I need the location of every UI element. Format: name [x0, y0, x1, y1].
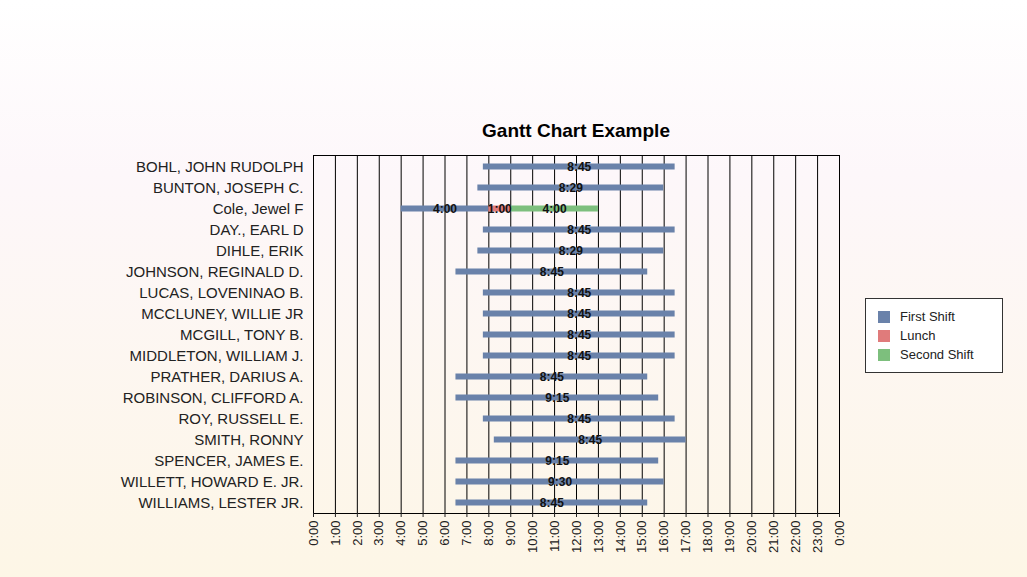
svg-text:10:00: 10:00	[525, 521, 540, 554]
svg-text:8:00: 8:00	[481, 521, 496, 546]
svg-text:MCGILL, TONY B.: MCGILL, TONY B.	[180, 326, 303, 343]
svg-text:9:15: 9:15	[545, 391, 569, 405]
svg-text:8:45: 8:45	[567, 286, 591, 300]
svg-text:17:00: 17:00	[678, 521, 693, 554]
svg-text:23:00: 23:00	[810, 521, 825, 554]
svg-text:Cole, Jewel F: Cole, Jewel F	[213, 200, 304, 217]
svg-text:8:45: 8:45	[540, 496, 564, 510]
svg-text:4:00: 4:00	[393, 521, 408, 546]
svg-text:PRATHER, DARIUS A.: PRATHER, DARIUS A.	[150, 368, 303, 385]
svg-text:9:00: 9:00	[503, 521, 518, 546]
svg-text:8:45: 8:45	[578, 433, 602, 447]
svg-text:8:45: 8:45	[567, 160, 591, 174]
svg-text:18:00: 18:00	[700, 521, 715, 554]
svg-text:8:29: 8:29	[559, 244, 583, 258]
svg-text:8:45: 8:45	[567, 349, 591, 363]
svg-text:4:00: 4:00	[433, 202, 457, 216]
svg-text:BUNTON, JOSEPH C.: BUNTON, JOSEPH C.	[153, 179, 304, 196]
svg-text:SPENCER, JAMES E.: SPENCER, JAMES E.	[154, 452, 303, 469]
svg-text:15:00: 15:00	[634, 521, 649, 554]
svg-text:9:30: 9:30	[548, 475, 572, 489]
svg-text:ROBINSON, CLIFFORD A.: ROBINSON, CLIFFORD A.	[123, 389, 304, 406]
svg-text:LUCAS, LOVENINAO B.: LUCAS, LOVENINAO B.	[139, 284, 303, 301]
svg-text:21:00: 21:00	[766, 521, 781, 554]
svg-text:8:45: 8:45	[567, 412, 591, 426]
svg-text:20:00: 20:00	[744, 521, 759, 554]
svg-text:WILLETT, HOWARD E. JR.: WILLETT, HOWARD E. JR.	[121, 473, 304, 490]
svg-text:19:00: 19:00	[722, 521, 737, 554]
html-text:First Shift: First Shift	[900, 309, 955, 324]
svg-text:JOHNSON, REGINALD D.: JOHNSON, REGINALD D.	[126, 263, 304, 280]
svg-text:1:00: 1:00	[488, 202, 512, 216]
svg-text:SMITH, RONNY: SMITH, RONNY	[194, 431, 303, 448]
svg-text:MIDDLETON, WILLIAM J.: MIDDLETON, WILLIAM J.	[130, 347, 304, 364]
svg-text:8:45: 8:45	[567, 307, 591, 321]
svg-text:12:00: 12:00	[569, 521, 584, 554]
svg-text:BOHL, JOHN RUDOLPH: BOHL, JOHN RUDOLPH	[136, 158, 304, 175]
svg-text:9:15: 9:15	[545, 454, 569, 468]
svg-text:1:00: 1:00	[328, 521, 343, 546]
svg-text:8:45: 8:45	[540, 265, 564, 279]
svg-text:2:00: 2:00	[349, 521, 364, 546]
svg-text:ROY, RUSSELL E.: ROY, RUSSELL E.	[178, 410, 303, 427]
svg-text:DIHLE, ERIK: DIHLE, ERIK	[216, 242, 304, 259]
svg-text:8:29: 8:29	[559, 181, 583, 195]
svg-text:0:00: 0:00	[306, 521, 321, 546]
svg-text:8:45: 8:45	[540, 370, 564, 384]
svg-text:8:45: 8:45	[567, 223, 591, 237]
svg-text:22:00: 22:00	[788, 521, 803, 554]
svg-text:14:00: 14:00	[612, 521, 627, 554]
html-text:Second Shift: Second Shift	[900, 347, 974, 362]
svg-text:6:00: 6:00	[437, 521, 452, 546]
html-text:Lunch: Lunch	[900, 328, 936, 343]
svg-text:4:00: 4:00	[543, 202, 567, 216]
svg-text:13:00: 13:00	[591, 521, 606, 554]
html-text:Gantt Chart Example: Gantt Chart Example	[482, 120, 670, 141]
svg-text:8:45: 8:45	[567, 328, 591, 342]
svg-text:0:00: 0:00	[832, 521, 847, 546]
svg-text:5:00: 5:00	[415, 521, 430, 546]
svg-text:3:00: 3:00	[371, 521, 386, 546]
svg-text:DAY., EARL D: DAY., EARL D	[210, 221, 304, 238]
svg-text:11:00: 11:00	[547, 521, 562, 553]
svg-text:MCCLUNEY, WILLIE JR: MCCLUNEY, WILLIE JR	[141, 305, 303, 322]
svg-text:7:00: 7:00	[459, 521, 474, 546]
svg-text:16:00: 16:00	[656, 521, 671, 554]
svg-text:WILLIAMS, LESTER JR.: WILLIAMS, LESTER JR.	[138, 494, 303, 511]
